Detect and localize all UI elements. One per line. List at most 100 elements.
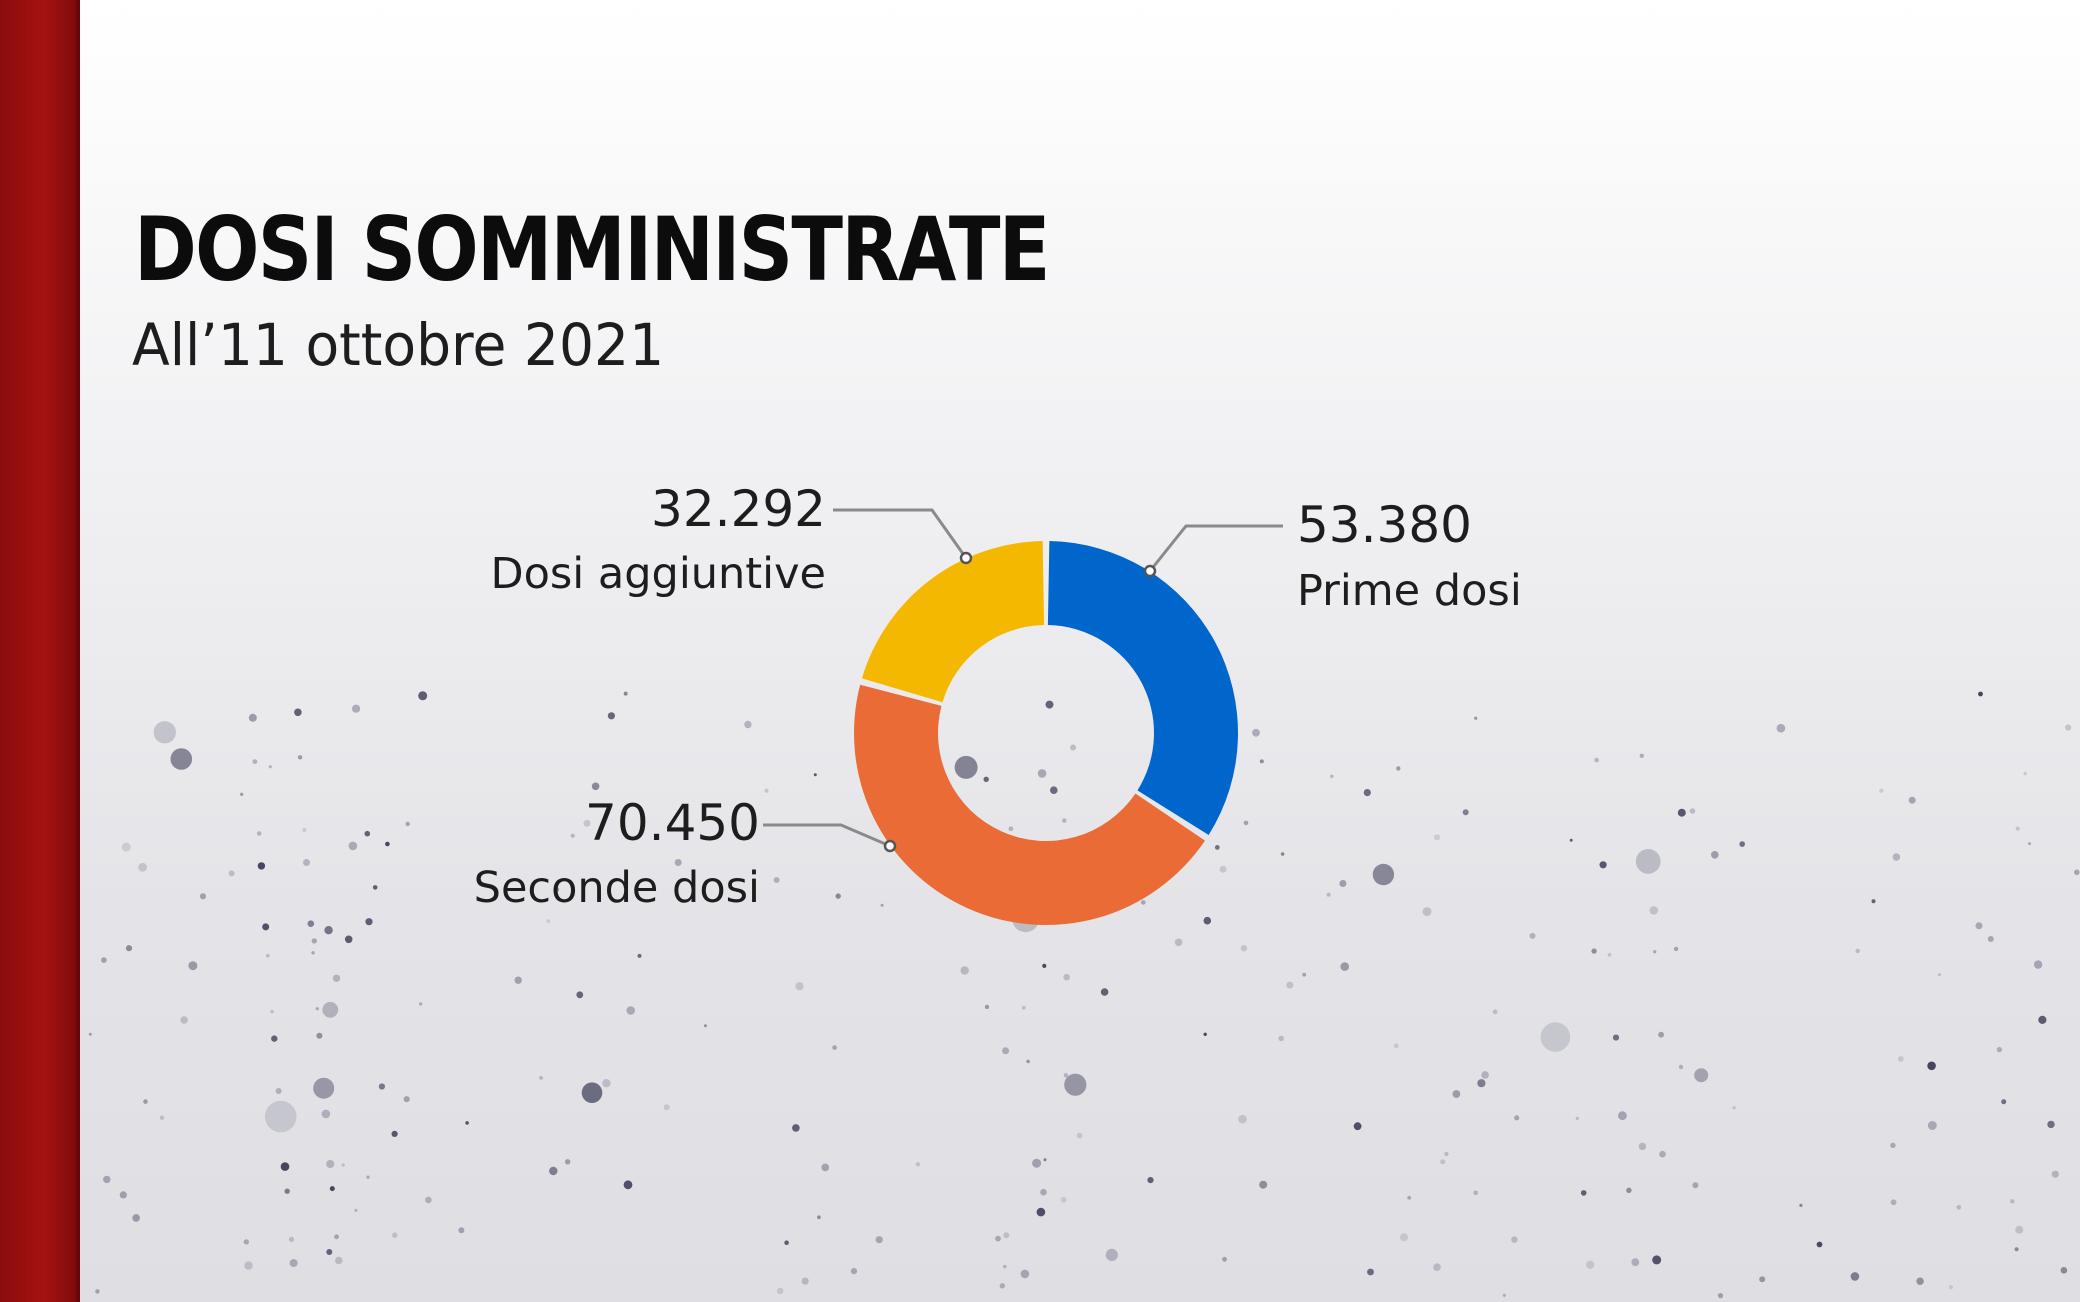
background-dot	[1639, 753, 1645, 758]
background-dot	[1045, 700, 1054, 709]
background-dot	[1502, 1293, 1506, 1297]
background-dot	[1452, 1090, 1461, 1098]
background-dot	[1599, 861, 1607, 869]
background-dot	[1948, 1285, 1953, 1290]
donut-slice	[1047, 541, 1238, 835]
background-dot	[984, 1004, 990, 1010]
background-dot	[289, 1259, 298, 1268]
background-dot	[372, 885, 378, 890]
background-dot	[1618, 1111, 1627, 1121]
background-dot	[280, 1162, 290, 1171]
background-dot	[1326, 892, 1331, 897]
background-dot	[365, 918, 373, 926]
donut-slice	[861, 541, 1045, 703]
background-dot	[1444, 1151, 1449, 1157]
background-dot	[1956, 1205, 1962, 1210]
background-dot	[143, 1099, 148, 1104]
background-dot	[1020, 1269, 1030, 1279]
background-dot	[1897, 1056, 1904, 1062]
background-dot	[316, 1032, 323, 1039]
background-dot	[352, 704, 361, 713]
background-dot	[1036, 1207, 1046, 1217]
background-dot	[1422, 907, 1432, 917]
background-dot	[248, 713, 257, 722]
background-dot	[1850, 1272, 1860, 1281]
background-dot	[268, 765, 272, 769]
background-dot	[264, 1100, 297, 1133]
background-dot	[1222, 1256, 1227, 1262]
background-dot	[1717, 1293, 1724, 1299]
background-dot	[1400, 1233, 1408, 1242]
background-dot	[307, 920, 315, 927]
background-dot	[405, 821, 410, 827]
background-dot	[915, 1162, 921, 1167]
background-dot	[539, 1076, 543, 1080]
background-dot	[95, 1289, 100, 1294]
background-dot	[119, 1191, 127, 1199]
background-dot	[1759, 1276, 1766, 1283]
background-dot	[275, 1088, 282, 1094]
background-dot	[1540, 1022, 1571, 1052]
background-dot	[294, 708, 302, 717]
background-dot	[1612, 1034, 1620, 1041]
background-dot	[703, 1024, 707, 1028]
background-dot	[392, 1232, 398, 1238]
background-dot	[1021, 1005, 1026, 1010]
background-dot	[335, 1256, 343, 1265]
background-dot	[1575, 1116, 1579, 1120]
background-dot	[2060, 1267, 2068, 1274]
callout-line	[833, 508, 968, 559]
background-dot	[554, 887, 560, 892]
background-dot	[1063, 973, 1070, 981]
background-dot	[1638, 1142, 1647, 1151]
background-dot	[1892, 853, 1901, 861]
background-dot	[228, 870, 235, 877]
background-dot	[1927, 1121, 1937, 1130]
background-dot	[663, 1104, 670, 1111]
donut-slice	[854, 684, 1206, 926]
background-dot	[180, 1016, 188, 1024]
background-dot	[1511, 1236, 1518, 1243]
slice-value-label: 32.292	[651, 480, 826, 538]
background-dot	[581, 1082, 603, 1103]
background-dot	[1259, 1180, 1268, 1189]
background-dot	[817, 1215, 821, 1220]
callout-dot	[1143, 564, 1157, 578]
background-dot	[583, 819, 591, 827]
callout-dot	[959, 551, 973, 565]
background-dot	[199, 893, 207, 900]
background-dot	[425, 1196, 432, 1204]
background-dot	[1003, 1264, 1007, 1269]
background-dot	[1816, 1241, 1823, 1248]
slice-name-label: Dosi aggiuntive	[490, 549, 826, 599]
background-dot	[546, 919, 551, 923]
background-dot	[1569, 838, 1573, 842]
background-dot	[303, 859, 310, 866]
background-dot	[1340, 962, 1349, 971]
background-dot	[132, 1214, 140, 1222]
background-dot	[1064, 1073, 1087, 1096]
background-dot	[1594, 757, 1599, 763]
background-dot	[322, 1001, 339, 1018]
background-dot	[1050, 786, 1058, 794]
background-dot	[1280, 852, 1285, 856]
background-dot	[88, 1032, 92, 1036]
background-dot	[623, 1180, 633, 1190]
background-dot	[1002, 1047, 1010, 1055]
background-dot	[465, 1121, 469, 1125]
background-dot	[332, 974, 341, 982]
background-dot	[1060, 1196, 1067, 1203]
background-dot	[256, 831, 262, 836]
background-dot	[271, 1035, 278, 1042]
background-dot	[1062, 818, 1067, 823]
background-dot	[565, 1159, 571, 1165]
background-dot	[1367, 1268, 1374, 1276]
background-dot	[1076, 1132, 1083, 1139]
background-dot	[1996, 1046, 2003, 1053]
background-dot	[1473, 1190, 1478, 1196]
background-dot	[458, 1227, 465, 1234]
background-dot	[1692, 1182, 1699, 1189]
background-dot	[1514, 1115, 1520, 1121]
background-dot	[1626, 1187, 1632, 1194]
